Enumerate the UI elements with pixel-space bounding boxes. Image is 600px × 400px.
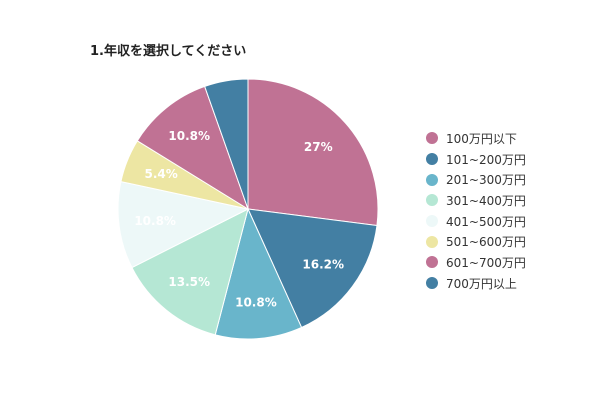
legend-swatch bbox=[426, 153, 438, 166]
pie-slice-2[interactable] bbox=[247, 208, 378, 329]
legend-swatch bbox=[426, 173, 438, 186]
pie-slice-8[interactable] bbox=[204, 78, 249, 210]
legend-label: 301~400万円 bbox=[446, 193, 526, 208]
legend-item-7[interactable]: 601~700万円 bbox=[426, 252, 526, 273]
legend-label: 201~300万円 bbox=[446, 173, 526, 188]
legend-label: 101~200万円 bbox=[446, 152, 526, 167]
data-label-4: 13.5% bbox=[168, 275, 210, 289]
legend-swatch bbox=[426, 132, 438, 145]
legend-label: 700万円以上 bbox=[446, 276, 517, 291]
pie-slices bbox=[117, 78, 379, 340]
legend-swatch bbox=[426, 235, 438, 248]
legend-item-8[interactable]: 700万円以上 bbox=[426, 273, 526, 294]
data-label-5: 10.8% bbox=[134, 214, 176, 228]
legend-swatch bbox=[426, 194, 438, 207]
pie-data-labels: 27% 16.2% 10.8% 13.5% 10.8% 5.4% 10.8% bbox=[134, 129, 344, 309]
legend-label: 100万円以下 bbox=[446, 131, 517, 146]
pie-slice-7[interactable] bbox=[136, 85, 249, 211]
data-label-7: 10.8% bbox=[168, 129, 210, 143]
legend-item-3[interactable]: 201~300万円 bbox=[426, 169, 526, 190]
legend-label: 401~500万円 bbox=[446, 214, 526, 229]
legend-item-1[interactable]: 100万円以下 bbox=[426, 128, 526, 149]
legend-item-6[interactable]: 501~600万円 bbox=[426, 231, 526, 252]
legend-item-2[interactable]: 101~200万円 bbox=[426, 149, 526, 170]
data-label-6: 5.4% bbox=[145, 167, 178, 181]
pie-slice-1[interactable] bbox=[247, 78, 379, 227]
pie-slice-4[interactable] bbox=[131, 208, 249, 336]
data-label-3: 10.8% bbox=[235, 295, 277, 309]
legend-swatch bbox=[426, 215, 438, 228]
pie-slice-3[interactable] bbox=[214, 207, 303, 340]
pie-slice-5[interactable] bbox=[117, 181, 250, 269]
legend-label: 601~700万円 bbox=[446, 255, 526, 270]
legend-item-5[interactable]: 401~500万円 bbox=[426, 211, 526, 232]
legend-label: 501~600万円 bbox=[446, 235, 526, 250]
data-label-2: 16.2% bbox=[302, 258, 344, 272]
legend-swatch bbox=[426, 277, 438, 290]
legend-item-4[interactable]: 301~400万円 bbox=[426, 190, 526, 211]
legend-swatch bbox=[426, 256, 438, 269]
chart-title: 1.年収を選択してください bbox=[90, 44, 247, 59]
data-label-1: 27% bbox=[304, 140, 333, 154]
chart-legend: 100万円以下 101~200万円 201~300万円 301~400万円 401~50… bbox=[426, 128, 526, 294]
